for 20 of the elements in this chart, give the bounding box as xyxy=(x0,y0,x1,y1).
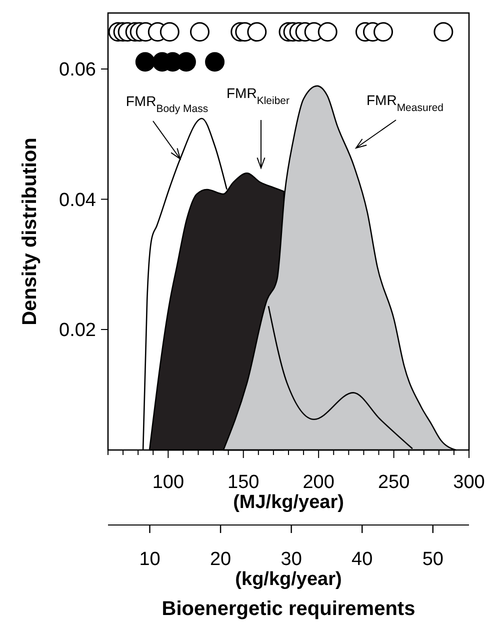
x2-tick-label: 10 xyxy=(139,549,160,570)
x-tick-label: 100 xyxy=(152,472,184,493)
annotation: FMR$_{Kleiber}$ xyxy=(226,85,290,107)
x2-tick-label: 40 xyxy=(352,549,373,570)
x-tick-label: 300 xyxy=(453,472,485,493)
y-tick-label: 0.02 xyxy=(59,320,96,342)
x2-axis-title: (kg/kg/year) xyxy=(235,569,342,590)
x2-tick-label: 20 xyxy=(210,549,232,570)
x-tick-label: 200 xyxy=(302,472,334,493)
annotation: FMR$_{Body Mass}$ xyxy=(126,93,208,115)
y-tick-label: 0.06 xyxy=(59,60,96,81)
x2-tick-label: 30 xyxy=(280,549,302,570)
annotation: FMR$_{Measured}$ xyxy=(366,92,444,114)
text: Bioenergetic requirements xyxy=(162,598,416,620)
x2-tick-label: 50 xyxy=(422,549,444,570)
x-axis-title: (MJ/kg/year) xyxy=(233,492,344,513)
y-axis-title: Density distribution xyxy=(19,138,41,326)
x-tick-label: 250 xyxy=(378,472,410,493)
y-tick-label: 0.04 xyxy=(59,190,96,211)
x-tick-label: 150 xyxy=(228,472,260,493)
